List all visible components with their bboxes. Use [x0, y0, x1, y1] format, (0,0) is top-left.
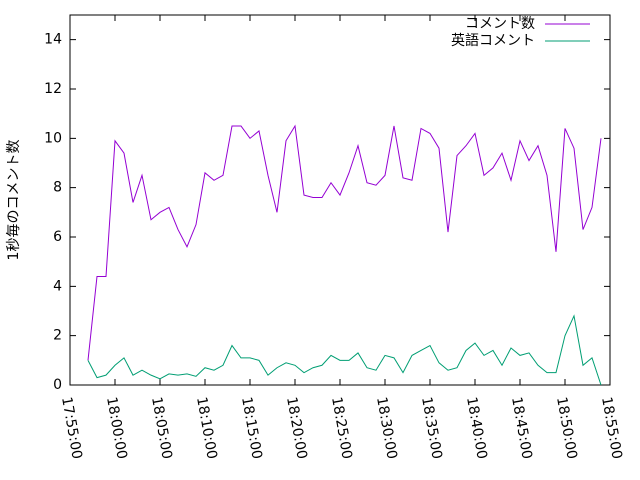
y-tick-label: 8 [53, 180, 62, 196]
x-tick-label: 18:45:00 [508, 396, 535, 461]
legend-label: 英語コメント [451, 32, 535, 49]
x-tick-label: 18:40:00 [463, 396, 490, 461]
x-tick-label: 18:35:00 [418, 396, 445, 461]
x-tick-label: 18:55:00 [598, 396, 625, 461]
x-tick-label: 18:05:00 [148, 396, 175, 461]
data-line [87, 124, 602, 361]
x-tick-label: 18:20:00 [283, 396, 310, 461]
legend-label: コメント数 [465, 16, 535, 32]
x-tick-label: 17:55:00 [58, 396, 85, 461]
x-tick-label: 18:25:00 [328, 396, 355, 461]
y-axis-label: 1秒毎のコメント数 [6, 140, 22, 261]
x-tick-label: 18:15:00 [238, 396, 265, 461]
x-tick-label: 18:00:00 [103, 396, 130, 461]
x-tick-label: 18:10:00 [193, 396, 220, 461]
x-tick-label: 18:30:00 [373, 396, 400, 461]
x-tick-label: 18:50:00 [553, 396, 580, 461]
y-tick-label: 0 [53, 377, 62, 393]
y-tick-label: 6 [53, 229, 62, 245]
y-tick-label: 14 [44, 32, 62, 48]
y-tick-label: 4 [53, 278, 62, 294]
data-line [87, 314, 602, 386]
y-tick-label: 2 [53, 328, 62, 344]
y-tick-label: 12 [44, 81, 62, 97]
y-tick-label: 10 [44, 130, 62, 146]
plot-frame [69, 14, 611, 386]
